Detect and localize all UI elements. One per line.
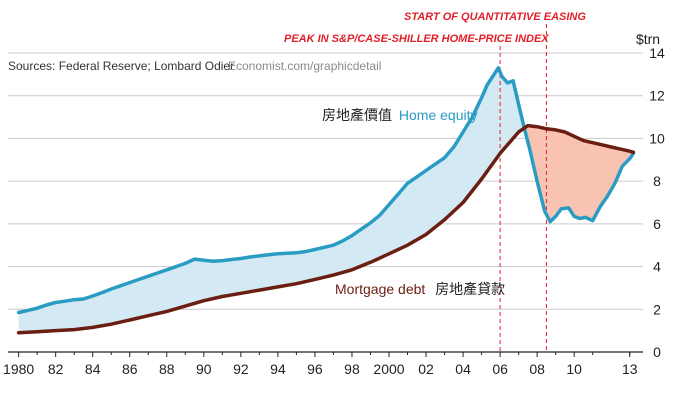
x-tick-06: 06 xyxy=(492,361,508,377)
home-equity-line xyxy=(16,66,636,315)
y-tick-8: 8 xyxy=(653,173,661,189)
home-equity-label: 房地產價值 Home equity xyxy=(322,107,477,123)
source-note: Sources: Federal Reserve; Lombard Odier xyxy=(8,59,234,73)
mortgage-debt-label-en: Mortgage debt xyxy=(335,281,425,297)
x-tick-84: 84 xyxy=(85,361,101,377)
event-markers xyxy=(499,24,547,352)
x-tick-1980: 1980 xyxy=(3,361,34,377)
y-tick-4: 4 xyxy=(653,259,661,275)
event-label-peak: PEAK IN S&P/CASE-SHILLER HOME-PRICE INDE… xyxy=(284,33,549,45)
unit-label: $trn xyxy=(636,31,660,47)
y-tick-14: 14 xyxy=(649,45,665,61)
series-lines xyxy=(16,66,636,335)
x-tick-02: 02 xyxy=(418,361,434,377)
x-tick-2000: 2000 xyxy=(373,361,404,377)
y-tick-0: 0 xyxy=(653,344,661,360)
source-url: Economist.com/graphicdetail xyxy=(228,59,381,73)
y-tick-6: 6 xyxy=(653,216,661,232)
x-tick-82: 82 xyxy=(48,361,64,377)
x-tick-98: 98 xyxy=(344,361,360,377)
mortgage-debt-line xyxy=(16,123,636,335)
home-equity-label-en: Home equity xyxy=(399,107,478,123)
x-tick-13: 13 xyxy=(622,361,638,377)
x-tick-04: 04 xyxy=(455,361,471,377)
x-tick-10: 10 xyxy=(566,361,582,377)
mortgage-debt-label-zh: 房地產貸款 xyxy=(435,281,505,297)
x-tick-08: 08 xyxy=(529,361,545,377)
x-tick-92: 92 xyxy=(233,361,249,377)
x-tick-88: 88 xyxy=(159,361,175,377)
home-equity-label-zh: 房地產價值 xyxy=(322,107,392,123)
equity-surplus-fill xyxy=(18,68,525,333)
y-tick-2: 2 xyxy=(653,301,661,317)
y-tick-12: 12 xyxy=(649,88,665,104)
mortgage-debt-label: Mortgage debt 房地產貸款 xyxy=(335,281,505,297)
x-tick-96: 96 xyxy=(307,361,323,377)
y-tick-10: 10 xyxy=(649,130,665,146)
gridlines xyxy=(8,52,643,310)
x-tick-86: 86 xyxy=(122,361,138,377)
x-tick-94: 94 xyxy=(270,361,286,377)
x-tick-90: 90 xyxy=(196,361,212,377)
event-label-qe: START OF QUANTITATIVE EASING xyxy=(404,11,586,23)
